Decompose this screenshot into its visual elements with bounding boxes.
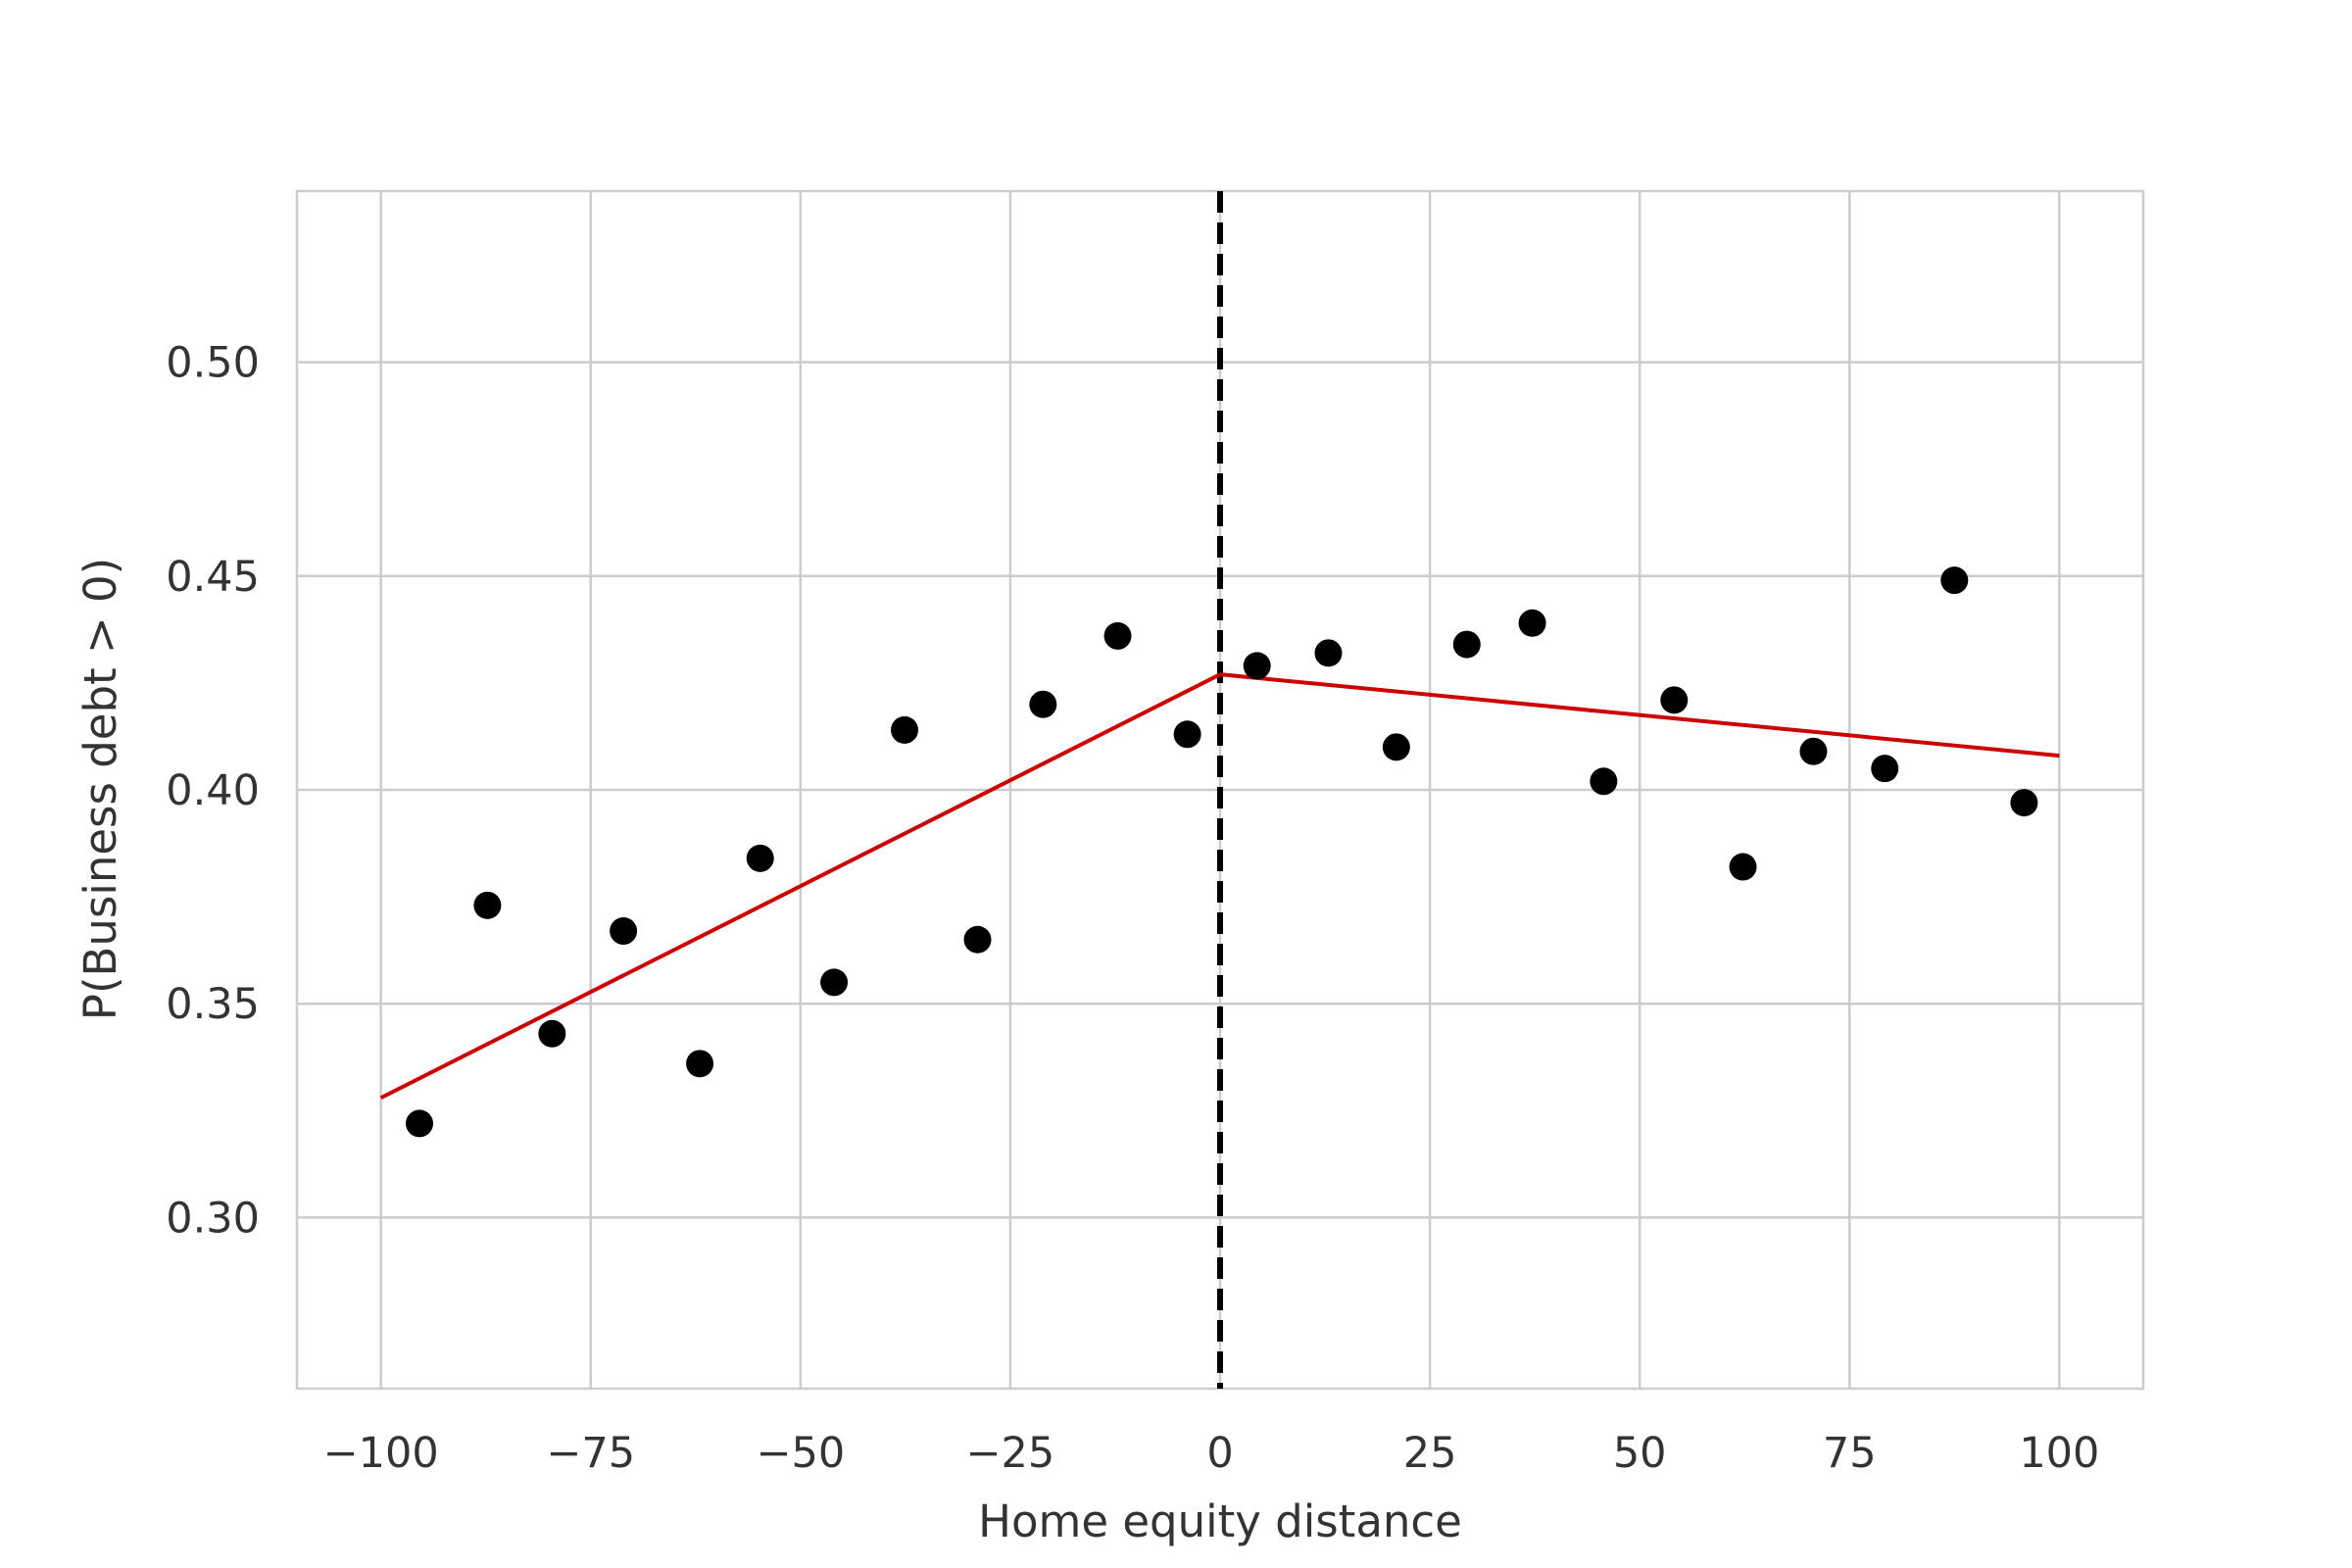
scatter-point — [473, 891, 502, 919]
y-tick-label: 0.35 — [166, 980, 260, 1029]
x-tick-label: 50 — [1613, 1429, 1667, 1478]
scatter-point — [1382, 733, 1410, 761]
scatter-point — [1871, 755, 1899, 783]
scatter-point — [1103, 621, 1132, 650]
scatter-point — [2010, 789, 2038, 817]
x-tick-label: 100 — [2019, 1429, 2099, 1478]
fit-line-segment — [379, 672, 1221, 1101]
scatter-point — [1452, 630, 1481, 659]
y-tick-label: 0.50 — [166, 339, 260, 388]
scatter-point — [1660, 686, 1689, 714]
x-tick-label: −50 — [756, 1429, 845, 1478]
y-tick-label: 0.40 — [166, 766, 260, 815]
scatter-point — [686, 1050, 714, 1078]
x-tick-label: 0 — [1206, 1429, 1233, 1478]
x-tick-labels: −100 −75 −50 −25 0 25 50 75 100 — [323, 1429, 2100, 1478]
y-tick-labels: 0.30 0.35 0.40 0.45 0.50 — [166, 339, 260, 1244]
scatter-point — [406, 1109, 434, 1138]
scatter-point — [1590, 767, 1618, 796]
scatter-point — [1518, 609, 1546, 637]
scatter-point — [1940, 566, 1969, 595]
scatter-point — [538, 1019, 566, 1048]
scatter-point — [1729, 853, 1757, 881]
x-tick-label: −25 — [966, 1429, 1055, 1478]
scatter-point — [891, 715, 919, 744]
scatter-point — [1173, 720, 1201, 749]
scatter-point — [1029, 690, 1057, 718]
x-tick-label: 25 — [1403, 1429, 1457, 1478]
scatter-point — [746, 844, 774, 872]
scatter-point — [610, 917, 638, 946]
y-tick-label: 0.45 — [166, 553, 260, 602]
fit-line-segment — [1219, 672, 2060, 759]
x-tick-label: 75 — [1823, 1429, 1877, 1478]
scatter-points — [406, 566, 2038, 1138]
x-tick-label: −100 — [323, 1429, 439, 1478]
y-tick-label: 0.30 — [166, 1194, 260, 1243]
fit-lines — [379, 672, 2060, 1101]
x-axis-label: Home equity distance — [978, 1495, 1462, 1547]
scatter-point — [1314, 639, 1343, 667]
scatter-point — [963, 925, 992, 954]
y-axis-label: P(Business debt > 0) — [74, 558, 126, 1020]
scatter-point — [1243, 652, 1271, 680]
x-tick-label: −75 — [546, 1429, 635, 1478]
scatter-point — [820, 968, 849, 997]
scatter-point — [1799, 737, 1828, 765]
